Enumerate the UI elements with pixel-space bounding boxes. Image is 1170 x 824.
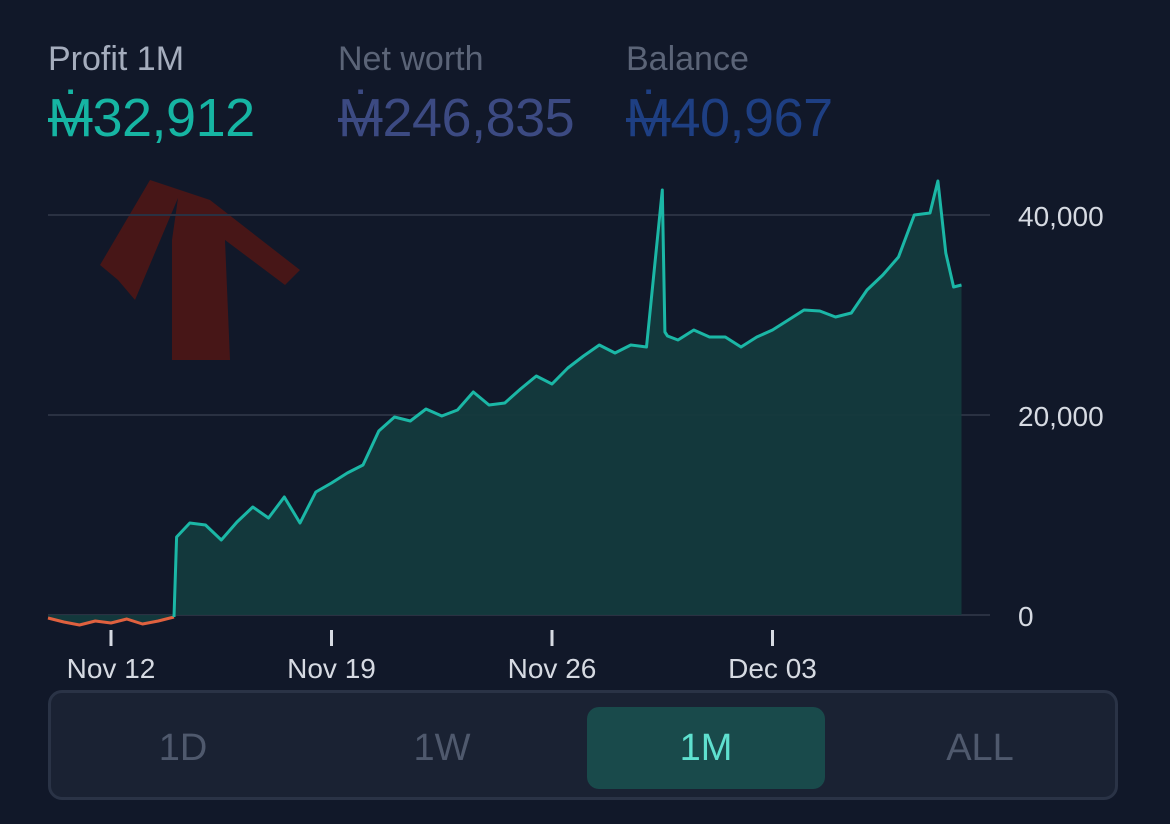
balance-value: Ṁ40,967 <box>626 87 833 149</box>
net-worth-value: Ṁ246,835 <box>338 87 575 149</box>
mana-icon: Ṁ <box>626 88 671 148</box>
net-worth-label: Net worth <box>338 40 484 78</box>
time-range-tabs: 1D 1W 1M ALL <box>48 690 1118 800</box>
tab-1d-label: 1D <box>158 726 208 769</box>
tab-all[interactable]: ALL <box>861 707 1099 789</box>
profit-chart: Nov 12 Nov 19 Nov 26 Dec 03 0 20,000 40,000 <box>47 179 1104 684</box>
tab-1m[interactable]: 1M <box>587 707 825 789</box>
profit-line-negative <box>47 615 175 627</box>
y-tick-label: 40,000 <box>1018 201 1104 232</box>
net-worth-amount: 246,835 <box>382 88 575 148</box>
x-tick-label: Nov 19 <box>287 653 376 684</box>
x-tick-label: Dec 03 <box>728 653 817 684</box>
mana-icon: Ṁ <box>338 88 383 148</box>
tab-1m-label: 1M <box>679 726 733 769</box>
stat-net-worth[interactable]: Net worth Ṁ246,835 <box>338 40 575 149</box>
profit-label: Profit 1M <box>48 40 185 78</box>
profit-amount: 32,912 <box>92 88 255 148</box>
arrow-annotation <box>100 180 300 360</box>
tab-all-label: ALL <box>946 726 1014 769</box>
stat-profit[interactable]: Profit 1M Ṁ32,912 <box>48 40 255 149</box>
stat-balance[interactable]: Balance Ṁ40,967 <box>626 40 833 149</box>
x-tick-label: Nov 12 <box>67 653 156 684</box>
profit-value: Ṁ32,912 <box>48 87 255 149</box>
y-tick-label: 20,000 <box>1018 401 1104 432</box>
mana-icon: Ṁ <box>48 88 93 148</box>
tab-1w-label: 1W <box>413 726 471 769</box>
profit-area <box>48 181 962 625</box>
tab-1d[interactable]: 1D <box>64 707 302 789</box>
profit-line-positive <box>172 179 962 618</box>
x-tick-label: Nov 26 <box>508 653 597 684</box>
tab-1w[interactable]: 1W <box>323 707 561 789</box>
y-tick-label: 0 <box>1018 601 1034 632</box>
balance-amount: 40,967 <box>670 88 833 148</box>
balance-label: Balance <box>626 40 749 78</box>
